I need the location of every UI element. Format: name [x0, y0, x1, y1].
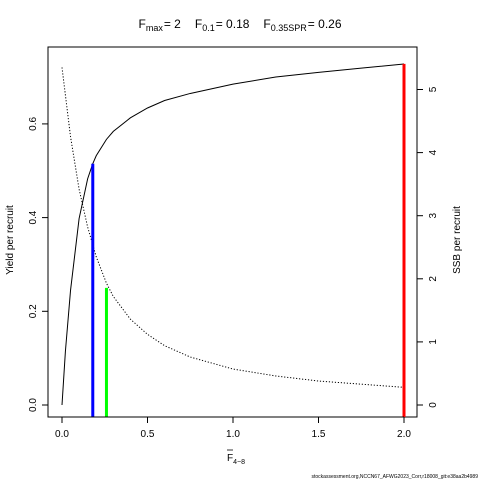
x-tick-label: 2.0: [397, 429, 411, 440]
fmax-value: = 2: [164, 17, 181, 31]
y-right-tick-label: 2: [428, 276, 439, 282]
svg-text:F4−8: F4−8: [227, 453, 245, 466]
f01-label: F: [195, 17, 202, 31]
plot-frame: [47, 46, 418, 418]
chart-title: Fmax= 2 F0.1= 0.18 F0.35SPR= 0.26: [138, 17, 341, 33]
y-left-tick-label: 0.2: [28, 304, 39, 318]
y-axis-right-label: SSB per recruit: [452, 206, 463, 274]
x-tick-label: 1.5: [312, 429, 326, 440]
x-axis-label-sub: 4−8: [233, 459, 245, 466]
f01-value: = 0.18: [216, 17, 250, 31]
series-line-ssb-per-recruit: [61, 67, 405, 388]
y-right-tick-label: 3: [428, 212, 439, 218]
y-left-tick-label: 0.6: [28, 117, 39, 131]
x-axis-label: F4−8: [227, 449, 245, 466]
x-tick-label: 0.0: [55, 429, 69, 440]
plot-layer: [61, 63, 406, 417]
fmax-sub: max: [146, 23, 164, 33]
y-right-tick-label: 5: [428, 86, 439, 92]
y-left-tick-label: 0.0: [28, 398, 39, 412]
f035-value: = 0.26: [308, 17, 342, 31]
x-axis-label-main: F: [227, 453, 233, 464]
axes-layer: 0.0 0.5 1.0 1.5 2.0 0.0 0.2 0.4 0.6 0 1 2 3 4 5: [28, 86, 439, 440]
series-line-yield-per-recruit: [61, 63, 405, 406]
fmax-label: F: [138, 17, 145, 31]
x-tick-label: 1.0: [226, 429, 240, 440]
f035-sub: 0.35SPR: [271, 23, 308, 33]
x-tick-label: 0.5: [141, 429, 155, 440]
y-right-tick-label: 0: [428, 402, 439, 408]
f01-sub: 0.1: [202, 23, 215, 33]
footer-source: stockassessment.org,NCCN67_AFWG2023_Corr…: [312, 474, 479, 480]
y-left-tick-label: 0.4: [28, 210, 39, 224]
y-right-tick-label: 1: [428, 339, 439, 345]
f035-label: F: [263, 17, 270, 31]
y-axis-left-label: Yield per recruit: [5, 205, 16, 275]
y-right-tick-label: 4: [428, 149, 439, 155]
